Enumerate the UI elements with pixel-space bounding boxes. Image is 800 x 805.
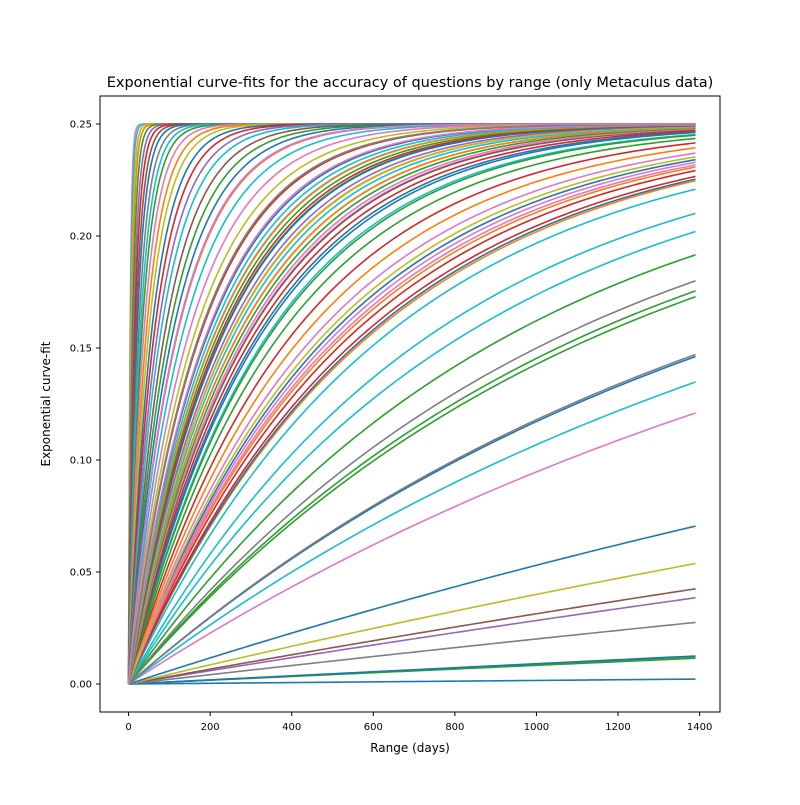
y-tick-label: 0.10 (70, 456, 92, 467)
series-line (127, 212, 696, 685)
x-tick-label: 1000 (524, 722, 549, 733)
x-tick-label: 0 (125, 722, 131, 733)
y-axis-label: Exponential curve-fit (39, 341, 53, 466)
series-line (127, 525, 696, 685)
series-line (127, 123, 696, 685)
plot-frame (99, 95, 721, 713)
y-tick-label: 0.15 (70, 344, 92, 355)
x-tick-label: 1200 (605, 722, 630, 733)
x-tick-label: 400 (282, 722, 301, 733)
series-line (127, 123, 696, 685)
x-tick-label: 800 (445, 722, 464, 733)
x-axis-label: Range (days) (370, 741, 450, 755)
series-line (127, 123, 696, 685)
series-line (127, 254, 696, 685)
series-line (127, 146, 696, 685)
series-line (127, 128, 696, 685)
series-line (127, 230, 696, 685)
y-tick-label: 0.00 (70, 680, 92, 691)
series-line (127, 123, 696, 685)
chart-title: Exponential curve-fits for the accuracy … (107, 75, 714, 91)
y-axis: 0.00 0.05 0.10 0.15 0.20 0.25 (70, 120, 100, 691)
series-line (127, 353, 696, 685)
series-line (127, 280, 696, 685)
x-tick-label: 600 (364, 722, 383, 733)
series-line (127, 381, 696, 685)
x-tick-label: 200 (201, 722, 220, 733)
y-tick-label: 0.20 (70, 232, 92, 243)
y-tick-label: 0.25 (70, 120, 92, 131)
x-tick-label: 1400 (687, 722, 712, 733)
series-line (127, 128, 696, 685)
series-line (127, 169, 696, 685)
x-axis: 0 200 400 600 800 1000 1200 1400 (125, 712, 712, 733)
series-line (127, 156, 696, 685)
y-tick-label: 0.05 (70, 568, 92, 579)
series-line (127, 412, 696, 685)
series-line (127, 123, 696, 685)
series-layer (127, 123, 696, 685)
series-line (127, 562, 696, 685)
